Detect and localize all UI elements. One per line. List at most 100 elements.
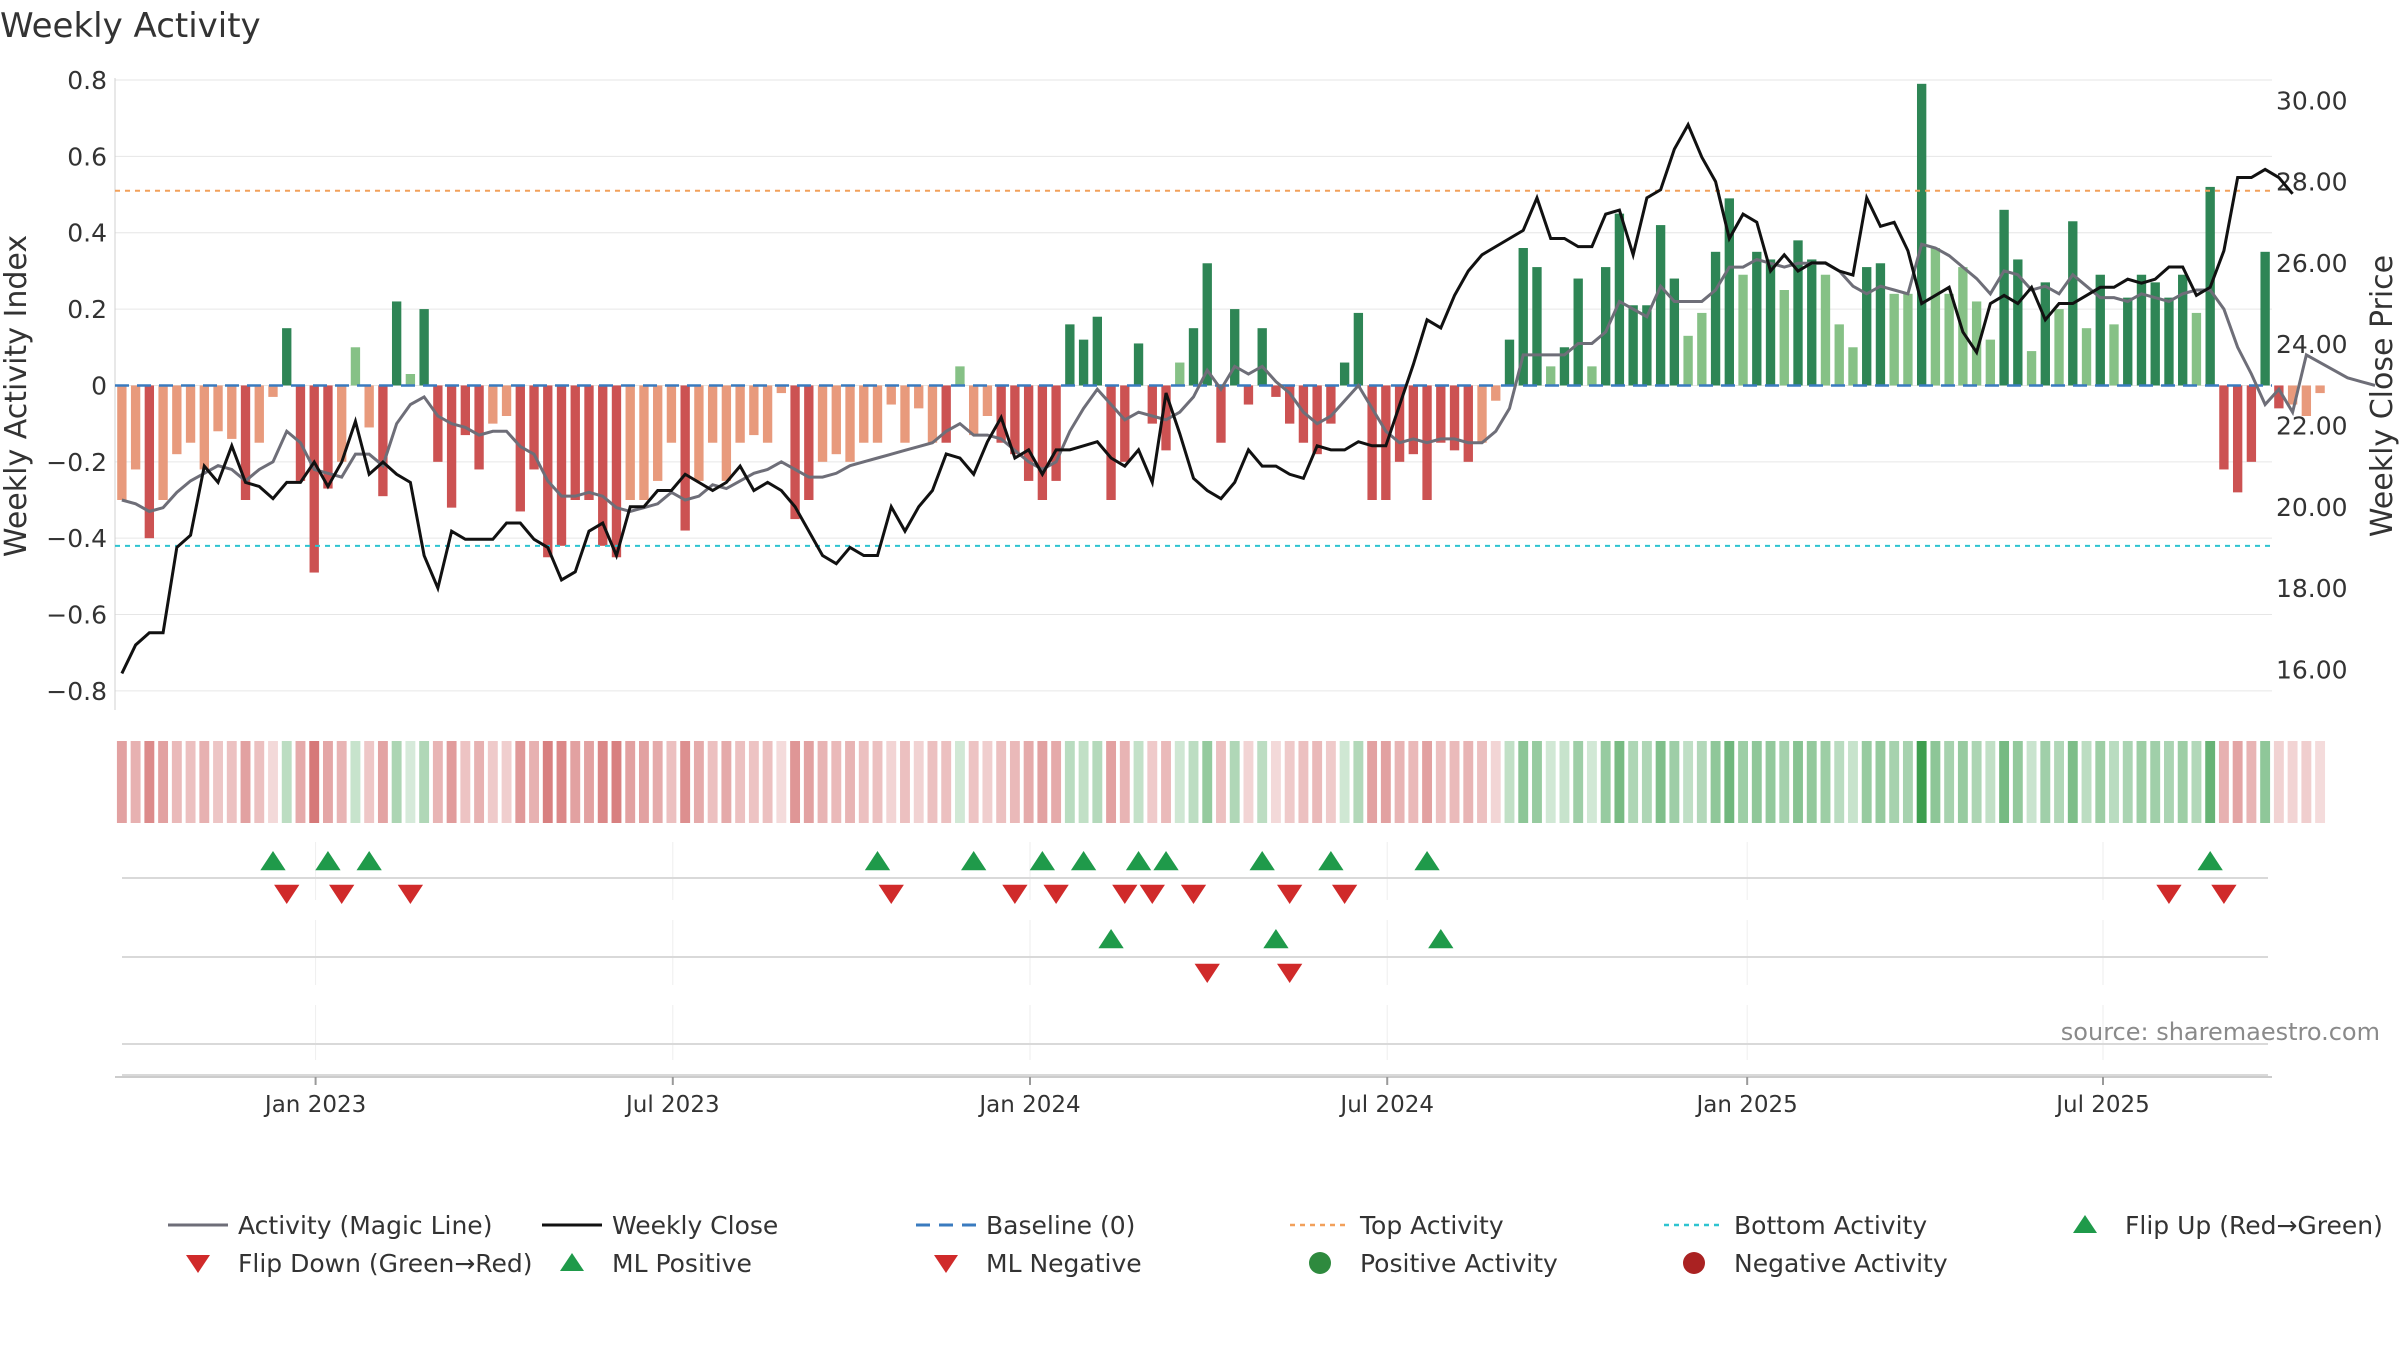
activity-bar [1326, 385, 1336, 424]
activity-bar [446, 385, 457, 508]
strip-cell [1751, 741, 1762, 823]
magic-line-series [121, 242, 2376, 514]
strip-cell [1202, 741, 1213, 823]
strip-cell [1229, 741, 1240, 823]
strip-cell [721, 741, 732, 823]
activity-bar [1161, 385, 1171, 451]
activity-bar [1793, 240, 1803, 386]
activity-bar [1916, 83, 1927, 386]
activity-bar [804, 385, 814, 500]
strip-cell [1861, 741, 1872, 823]
activity-bar [859, 385, 869, 443]
ml-positive-marker [1428, 929, 1454, 949]
strip-cell [1806, 741, 1817, 823]
activity-bar [1285, 385, 1295, 424]
activity-bar [1051, 385, 1061, 481]
activity-bar [1120, 385, 1130, 462]
strip-cell [2287, 741, 2298, 823]
y2-tick-label: 22.00 [2276, 411, 2348, 440]
strip-cell [171, 741, 182, 823]
strip-cell [336, 741, 347, 823]
ml-positive-marker [1263, 929, 1289, 949]
y2-tick-label: 18.00 [2276, 574, 2348, 603]
strip-cell [982, 741, 993, 823]
strip-cell [1408, 741, 1419, 823]
weekly-close-series [120, 121, 2294, 675]
y-tick-label: 0.6 [67, 142, 107, 171]
strip-cell [542, 741, 553, 823]
strip-cell [638, 741, 649, 823]
strip-cell [199, 741, 210, 823]
activity-bar [556, 385, 567, 546]
y-axis-label: Weekly Activity Index [0, 235, 34, 557]
strip-cell [1422, 741, 1433, 823]
strip-cell [1930, 741, 1941, 823]
y-tick-label: −0.6 [46, 601, 107, 630]
strip-cell [323, 741, 333, 823]
activity-bar [2191, 312, 2202, 386]
activity-bar [1078, 339, 1089, 386]
activity-bar [1724, 198, 1734, 386]
activity-bar [969, 385, 979, 436]
x-tick-label: Jul 2024 [1338, 1092, 1434, 1118]
activity-bar [2246, 385, 2257, 462]
strip-cell [1257, 741, 1268, 823]
activity-bar [337, 385, 347, 462]
activity-bar [199, 385, 209, 470]
activity-bar [1669, 278, 1680, 386]
activity-bar [1230, 309, 1240, 386]
activity-bar [1532, 267, 1542, 386]
legend-item: Negative Activity [1683, 1249, 1948, 1278]
strip-cell [2081, 741, 2092, 823]
strip-cell [1683, 741, 1694, 823]
strip-cell [1078, 741, 1089, 823]
activity-bar [433, 385, 443, 462]
activity-bar [1903, 293, 1913, 386]
strip-cell [116, 741, 127, 823]
y2-tick-label: 20.00 [2276, 493, 2348, 522]
flip-down-marker [1043, 884, 1069, 904]
flip-up-marker [1318, 851, 1344, 871]
legend-swatch [1683, 1252, 1705, 1274]
legend-label: Baseline (0) [986, 1211, 1135, 1240]
strip-cell [2273, 741, 2284, 823]
strip-cell [858, 741, 869, 823]
flip-down-marker [1331, 884, 1358, 904]
strip-cell [474, 741, 485, 823]
strip-cell [1834, 741, 1845, 823]
activity-bar [2054, 309, 2064, 386]
legend-item: Activity (Magic Line) [168, 1211, 492, 1240]
strip-cell [1133, 741, 1144, 823]
activity-bar [282, 328, 292, 386]
strip-cell [1009, 741, 1020, 823]
activity-bar [2081, 328, 2092, 386]
activity-bar [2136, 274, 2147, 386]
strip-cell [954, 741, 965, 823]
activity-bar [749, 385, 759, 436]
activity-bar [1037, 385, 1048, 500]
strip-cell [1765, 741, 1776, 823]
activity-bar [117, 385, 127, 500]
strip-cell [1573, 741, 1584, 823]
flip-up-marker [1029, 851, 1056, 871]
flip-up-marker [1414, 851, 1440, 871]
strip-cell [1916, 741, 1927, 823]
flip-up-marker [961, 851, 987, 871]
flip-down-marker [2211, 884, 2237, 904]
strip-cell [1545, 741, 1556, 823]
activity-bar [1216, 385, 1226, 443]
activity-bar [1546, 366, 1556, 386]
strip-cell [1641, 741, 1652, 823]
y-tick-label: −0.4 [46, 524, 107, 553]
activity-bar [831, 385, 841, 455]
legend-item: Positive Activity [1309, 1249, 1558, 1278]
x-tick-label: Jul 2025 [2054, 1092, 2150, 1118]
x-tick-label: Jan 2024 [977, 1092, 1080, 1118]
strip-cell [1477, 741, 1487, 823]
activity-bar [1271, 385, 1281, 397]
strip-cell [2150, 741, 2161, 823]
strip-cell [1944, 741, 1955, 823]
y-tick-label: 0.8 [67, 66, 107, 95]
strip-cell [213, 741, 223, 823]
legend-item: Baseline (0) [916, 1211, 1135, 1240]
